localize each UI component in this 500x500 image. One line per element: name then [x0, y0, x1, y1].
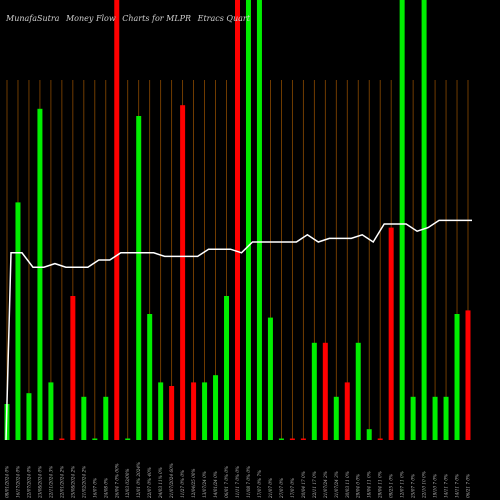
- money-flow-bar: [377, 438, 383, 440]
- x-tick-label: 20/04 17 0%: [301, 471, 306, 499]
- x-tick-label: 18/04 11 0%: [367, 471, 372, 498]
- x-tick-label: 14/11 7 0%: [444, 474, 449, 498]
- x-tick-label: 11/11 7 0% 0%: [235, 466, 240, 498]
- money-flow-bar: [48, 382, 54, 440]
- money-flow-bar: [278, 438, 284, 440]
- x-tick-label: 21/07/2024 60%: [169, 463, 174, 499]
- money-flow-bar: [256, 0, 262, 440]
- x-tick-label: 12/01 0% 2024%: [136, 462, 141, 498]
- x-tick-label: 12/03 03/00%: [125, 469, 130, 498]
- x-tick-label: 06/01 7 0% 0%: [224, 466, 229, 498]
- money-flow-bar: [224, 296, 230, 440]
- money-flow-bar: [311, 342, 317, 440]
- average-line: [5, 219, 472, 441]
- money-flow-bar: [388, 227, 394, 440]
- money-flow-bar: [267, 317, 273, 440]
- x-tick-label: 17/07 0%: [290, 478, 295, 498]
- money-flow-bar: [465, 310, 471, 440]
- x-tick-label: 08/01/2024 0%: [5, 466, 10, 498]
- money-flow-bar: [169, 386, 175, 440]
- money-flow-bar: [191, 382, 197, 440]
- x-tick-label: 26/04 7 0% 00%: [114, 463, 119, 499]
- money-flow-bar: [410, 396, 416, 440]
- x-tick-label: 12/04/25 00%: [191, 469, 196, 498]
- x-tick-label: 21/07/24 2%: [323, 471, 328, 499]
- money-flow-bar: [15, 202, 21, 440]
- x-tick-label: 22/11/2024 3%: [48, 466, 53, 499]
- x-tick-label: 24/08 0%: [103, 478, 108, 499]
- x-tick-label: 12/07 11 0%: [400, 471, 405, 498]
- x-tick-label: 16/17/2024 0%: [15, 466, 20, 498]
- money-flow-bar: [443, 396, 449, 440]
- x-tick-label: 17/07 0% 7%: [257, 470, 262, 498]
- money-flow-bar: [245, 0, 251, 440]
- x-tick-label: 09/25 1 0%: [389, 474, 394, 498]
- money-flow-bar: [26, 393, 32, 440]
- x-tick-label: 30/03 11 0%: [345, 471, 350, 498]
- x-tick-label: 16/07 0%: [92, 478, 97, 498]
- money-flow-bar: [81, 396, 87, 440]
- x-tick-label: 27/07 0%: [279, 478, 284, 499]
- money-flow-bar: [180, 105, 186, 440]
- money-flow-bar: [399, 0, 405, 440]
- x-tick-label: 22/07/2024 0%: [26, 466, 31, 499]
- chart-title-money-flow: Money Flow: [65, 14, 116, 23]
- money-flow-bar: [114, 0, 120, 440]
- money-flow-bar: [366, 429, 372, 440]
- money-flow-bar: [92, 438, 98, 440]
- x-tick-label: 29/04 11 0%: [378, 471, 383, 499]
- money-flow-bar: [421, 0, 427, 440]
- x-tick-label: 24/03 11% 0%: [158, 467, 163, 499]
- chart-title-brand: MunafaSutra: [6, 14, 60, 23]
- money-flow-bar: [136, 116, 142, 440]
- money-flow-bar: [202, 382, 208, 440]
- x-tick-label: 22/01/2024 2%: [59, 466, 64, 499]
- x-tick-label: 23/08/2024 0%: [37, 466, 42, 499]
- money-flow-bar: [125, 438, 131, 440]
- money-flow-bar: [235, 0, 240, 440]
- x-tick-label: 31/07/24 3%: [334, 471, 339, 498]
- money-flow-bar: [213, 375, 219, 440]
- x-tick-label: 22/11 17 0%: [312, 471, 317, 499]
- money-flow-bar: [37, 108, 43, 441]
- money-flow-bar: [355, 342, 361, 440]
- x-tick-label: 14/11 7 0%: [455, 474, 460, 498]
- x-tick-label: 11/08 7 0% 0%: [246, 466, 251, 498]
- money-flow-bar: [59, 438, 65, 440]
- x-tick-label: 25/07 7 0%: [411, 474, 416, 499]
- x-tick-label: 21/07 0%: [268, 478, 273, 499]
- money-flow-bar: [289, 438, 295, 440]
- money-flow-bar: [103, 396, 109, 440]
- chart-title: MunafaSutra Money Flow Charts for MLPR E…: [6, 14, 254, 23]
- x-tick-label: 29/04 0 0%: [356, 474, 361, 499]
- money-flow-bar: [300, 438, 306, 440]
- chart-title-etracs: Etracs Quart: [197, 14, 250, 23]
- chart-title-symbol: Charts for MLPR: [122, 14, 192, 23]
- money-flow-bar: [333, 396, 339, 440]
- money-flow-bar: [322, 342, 328, 440]
- money-flow-bar: [70, 296, 76, 440]
- x-tick-label: 14/01/24 0%: [213, 471, 218, 498]
- x-tick-label: 19/10 7 0%: [433, 474, 438, 498]
- x-tick-label: 22/10 10 0%: [422, 471, 427, 499]
- x-tick-label: 06/21 7 0%: [466, 474, 471, 498]
- x-tick-label: 21/02/2024 2%: [81, 466, 86, 499]
- x-tick-label: 22/07 0% 40%: [147, 467, 152, 499]
- money-flow-bar: [344, 382, 350, 440]
- money-flow-bar: [454, 314, 460, 440]
- x-tick-label: 25/08/2024 2%: [70, 466, 75, 499]
- x-tick-label: 13/07/24 0%: [202, 471, 207, 498]
- x-tick-label: 11/27 0% 0%: [180, 470, 185, 498]
- money-flow-bar: [432, 396, 438, 440]
- money-flow-bar: [147, 314, 153, 440]
- money-flow-bar: [158, 382, 164, 440]
